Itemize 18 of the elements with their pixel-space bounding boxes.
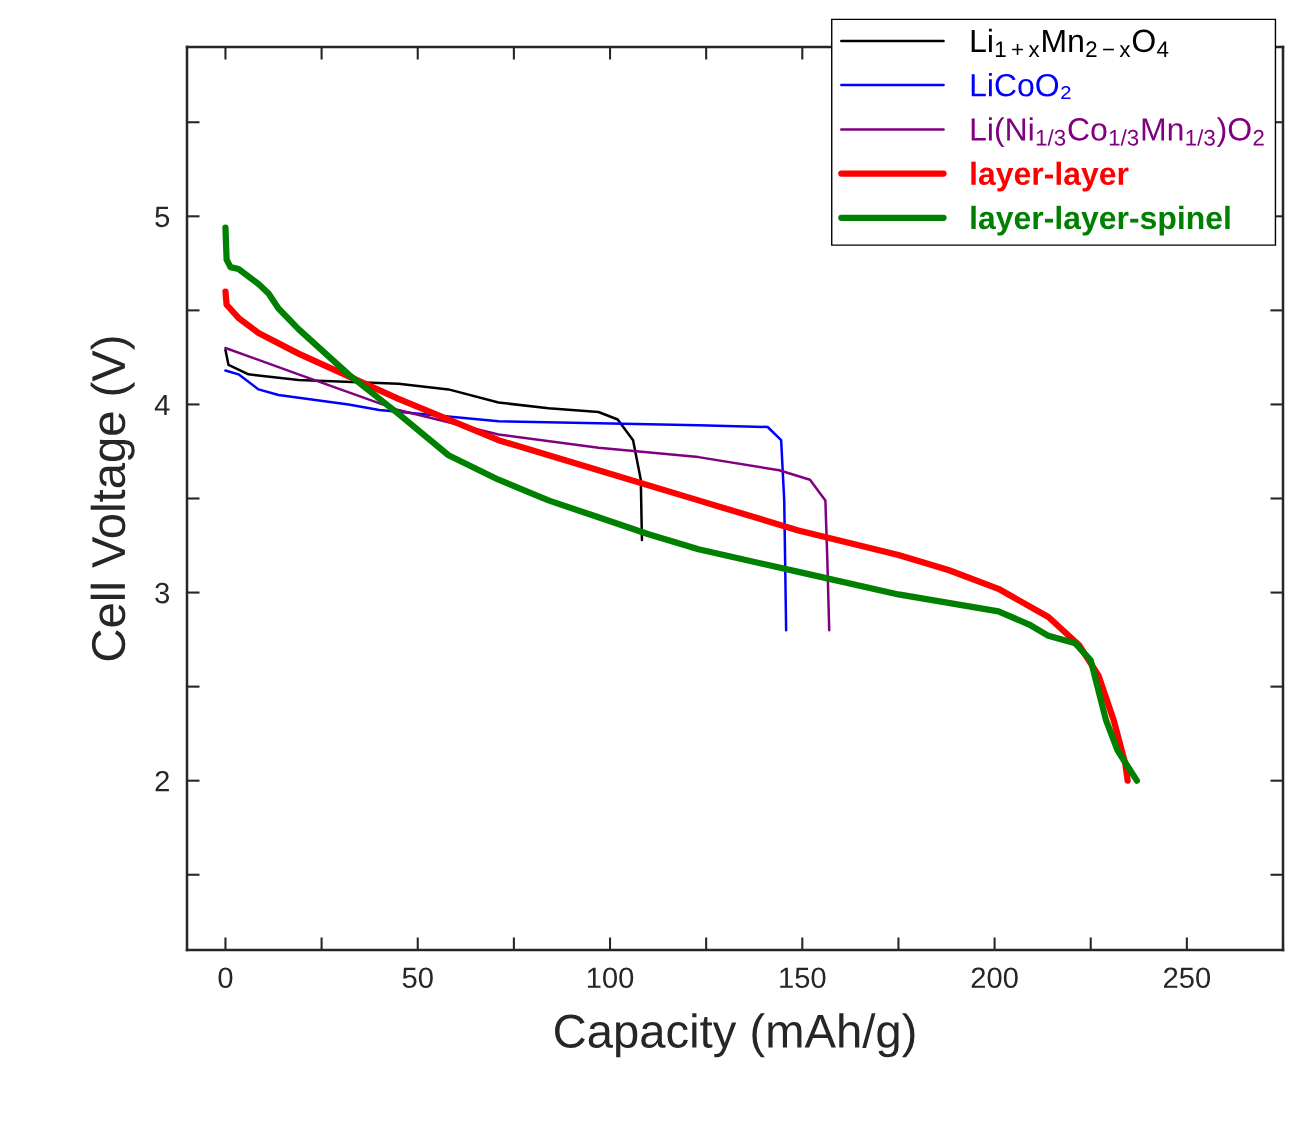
y-tick-label: 5 bbox=[155, 206, 170, 228]
legend-label: layer-layer bbox=[971, 161, 1129, 192]
x-tick-label: 200 bbox=[971, 967, 1018, 989]
line-series bbox=[224, 348, 644, 542]
legend-label: LiCoO₂ bbox=[971, 73, 1071, 99]
x-tick-label: 100 bbox=[587, 967, 634, 989]
y-tick-label: 3 bbox=[155, 582, 170, 604]
x-tick-label: 250 bbox=[1164, 967, 1211, 989]
x-axis-title: Capacity (mAh/g) bbox=[555, 1013, 915, 1058]
legend-label: layer-layer-spinel bbox=[971, 205, 1230, 236]
y-tick-label: 2 bbox=[155, 770, 169, 792]
y-axis-title: Cell Voltage (V) bbox=[90, 337, 135, 661]
x-tick-label: 0 bbox=[218, 967, 233, 989]
x-tick-label: 50 bbox=[402, 967, 433, 989]
x-tick-label: 150 bbox=[780, 967, 826, 989]
y-tick-label: 4 bbox=[154, 394, 170, 416]
legend-label: Li$_{1+x}$Mn$_{2−x}$O$_{4}$ bbox=[971, 28, 1169, 57]
legend-label: Li(Ni$_{1/3}$Co$_{1/3}$Mn$_{1/3}$)O$_{2}$ bbox=[971, 117, 1264, 147]
